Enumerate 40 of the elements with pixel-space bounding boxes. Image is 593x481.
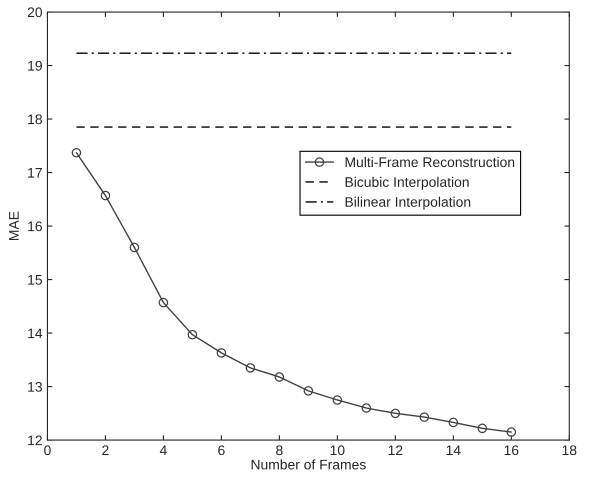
- point: [72, 148, 82, 158]
- x-tick-label: 2: [102, 445, 109, 456]
- point: [332, 395, 342, 405]
- legend-label: Bicubic Interpolation: [346, 176, 469, 190]
- legend-label: Multi-Frame Reconstruction: [346, 156, 514, 168]
- point: [130, 242, 140, 252]
- y-tick-label: 17: [28, 168, 42, 178]
- point: [420, 412, 430, 422]
- y-tick-label: 16: [28, 221, 42, 232]
- point: [390, 408, 400, 418]
- x-tick-label: 10: [330, 445, 345, 456]
- point: [158, 298, 168, 308]
- point: [448, 418, 458, 428]
- y-tick-label: 15: [28, 275, 42, 285]
- y-tick-label: 14: [28, 328, 42, 338]
- point: [304, 386, 314, 396]
- y-tick-label: 13: [28, 382, 42, 392]
- x-axis-title: Number of Frames: [252, 459, 366, 470]
- point: [478, 424, 488, 434]
- x-tick-label: 8: [276, 445, 283, 456]
- y-tick-label: 19: [28, 60, 42, 71]
- y-tick-label: 12: [28, 435, 42, 446]
- point: [246, 363, 256, 373]
- y-axis-title: MAE: [9, 212, 19, 240]
- x-tick-label: 6: [218, 445, 225, 456]
- point: [506, 427, 516, 437]
- x-tick-label: 18: [562, 445, 576, 456]
- y-tick-label: 20: [28, 7, 42, 18]
- x-tick-label: 16: [504, 445, 518, 456]
- point: [100, 190, 110, 200]
- y-tick-label: 18: [28, 114, 42, 124]
- point: [188, 330, 198, 340]
- legend-label: Bilinear Interpolation: [346, 196, 470, 210]
- x-tick-label: 12: [388, 445, 402, 456]
- point: [274, 372, 284, 382]
- x-tick-label: 0: [44, 445, 51, 456]
- x-tick-label: 14: [446, 445, 461, 456]
- point: [362, 403, 372, 413]
- point: [216, 348, 226, 358]
- x-tick-label: 4: [160, 445, 167, 456]
